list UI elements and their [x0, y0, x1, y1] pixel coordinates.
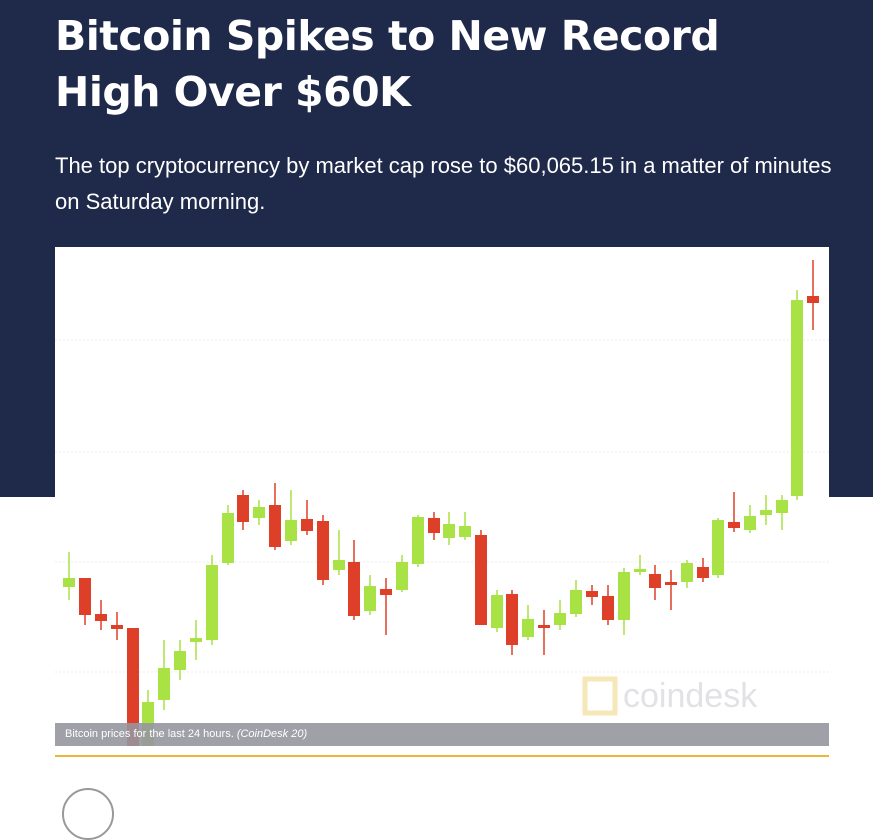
candle-body — [634, 569, 646, 572]
watermark-logo — [582, 676, 618, 716]
candle-body — [681, 563, 693, 582]
candle-body — [206, 565, 218, 640]
candle-body — [618, 572, 630, 620]
candle-body — [459, 526, 471, 537]
candle-body — [744, 516, 756, 530]
candle-body — [649, 574, 661, 588]
candle-body — [760, 510, 772, 515]
candle-body — [428, 518, 440, 533]
candle-body — [554, 613, 566, 625]
image-caption: Bitcoin prices for the last 24 hours. (C… — [55, 723, 829, 746]
candle-body — [174, 651, 186, 670]
candle-body — [237, 495, 249, 522]
candle-body — [333, 560, 345, 570]
candle-body — [269, 505, 281, 547]
candle-body — [127, 628, 139, 746]
candle-body — [602, 596, 614, 620]
candle-body — [570, 590, 582, 614]
candle-body — [364, 586, 376, 611]
candle-body — [396, 562, 408, 590]
candle-body — [443, 524, 455, 538]
candlestick-image: coindesk — [55, 260, 829, 746]
candle-body — [63, 578, 75, 587]
candle-body — [190, 638, 202, 642]
article-image: coindesk Bitcoin prices for the last 24 … — [55, 247, 829, 746]
candle-body — [95, 614, 107, 621]
candle-body — [222, 513, 234, 563]
candle-body — [697, 567, 709, 578]
candle-body — [111, 625, 123, 629]
candle-body — [665, 582, 677, 585]
candle-body — [712, 520, 724, 575]
caption-credit: (CoinDesk 20) — [236, 728, 308, 740]
candle-body — [301, 519, 313, 531]
candle-body — [317, 521, 329, 580]
candle-body — [586, 591, 598, 597]
candle-body — [285, 520, 297, 541]
candle-body — [491, 595, 503, 628]
grid — [55, 339, 829, 673]
candle-body — [776, 500, 788, 513]
candle-body — [348, 562, 360, 616]
candle-body — [253, 507, 265, 518]
divider — [55, 755, 829, 757]
candle-body — [506, 594, 518, 645]
article-title: Bitcoin Spikes to New Record High Over $… — [55, 12, 720, 116]
article-subtitle: The top cryptocurrency by market cap ros… — [55, 153, 832, 214]
watermark: coindesk — [623, 677, 758, 715]
candle-body — [728, 522, 740, 528]
caption-text: Bitcoin prices for the last 24 hours. — [65, 728, 234, 740]
candle-body — [158, 668, 170, 700]
candle-body — [522, 619, 534, 637]
candle-body — [79, 578, 91, 615]
candle-body — [538, 625, 550, 628]
author-avatar — [62, 788, 114, 840]
candle-body — [475, 535, 487, 625]
candle-body — [807, 296, 819, 303]
candle-body — [791, 300, 803, 496]
candle-body — [412, 517, 424, 564]
candle-body — [380, 589, 392, 595]
